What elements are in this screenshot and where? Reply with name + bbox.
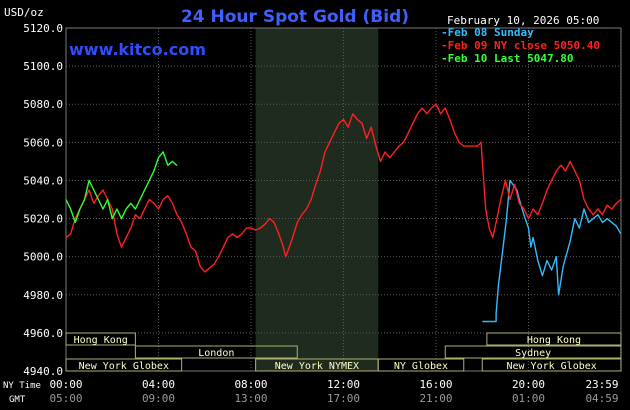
price-series: [65, 103, 622, 323]
x-tick-label-gmt: 13:00: [234, 392, 267, 405]
nymex-shaded-region: [255, 28, 379, 371]
x-tick-label-gmt: 21:00: [419, 392, 452, 405]
session-label: New York Globex: [79, 361, 169, 372]
y-tick-label: 5000.0: [23, 251, 63, 264]
x-tick-label-gmt: 17:00: [327, 392, 360, 405]
axes: 5120.0 5100.0 5080.0 5060.0 5040.0 5020.0 5000…: [23, 22, 618, 405]
session-box: [377, 358, 465, 372]
gmt-row-label: GMT: [9, 395, 26, 405]
y-tick-label: 5040.0: [23, 174, 63, 187]
legend-entry: -Feb 08 Sunday: [441, 26, 534, 39]
x-tick-label-gmt: 09:00: [142, 392, 175, 405]
session-box: [444, 345, 622, 359]
x-tick-label-gmt: 01:00: [512, 392, 545, 405]
session-label: Hong Kong: [527, 335, 581, 346]
y-tick-label: 4940.0: [23, 365, 63, 378]
market-sessions: Hong Kong Hong Kong London Sydney New York G…: [65, 332, 622, 372]
x-tick-label-ny: 12:00: [327, 378, 360, 391]
session-label: New York Globex: [506, 361, 596, 372]
session-label: New York NYMEX: [275, 361, 359, 372]
session-label: Sydney: [515, 348, 551, 359]
series-line-feb-09-ny-close-5050-40: [65, 103, 622, 273]
y-tick-label: 5020.0: [23, 213, 63, 226]
session-box: [65, 358, 183, 372]
y-tick-label: 5060.0: [23, 136, 63, 149]
legend: -Feb 08 Sunday-Feb 09 NY close 5050.40-F…: [441, 26, 600, 65]
legend-entry: -Feb 09 NY close 5050.40: [441, 39, 600, 52]
source-url: www.kitco.com: [69, 40, 206, 59]
session-box: [486, 332, 622, 346]
unit-label: USD/oz: [4, 6, 44, 19]
x-tick-label-ny: 08:00: [234, 378, 267, 391]
y-tick-label: 4960.0: [23, 327, 63, 340]
chart-title: 24 Hour Spot Gold (Bid): [181, 7, 409, 27]
session-box: [481, 358, 622, 372]
legend-entry: -Feb 10 Last 5047.80: [441, 52, 573, 65]
session-label: London: [198, 348, 234, 359]
x-tick-label-gmt: 05:00: [49, 392, 82, 405]
x-tick-label-gmt: 04:59: [585, 392, 618, 405]
session-label: NY Globex: [394, 361, 448, 372]
session-label: Hong Kong: [74, 335, 128, 346]
date-label: February 10, 2026 05:00: [447, 14, 599, 27]
y-tick-label: 4980.0: [23, 289, 63, 302]
series-line-feb-08-sunday: [482, 179, 622, 323]
x-tick-label-ny: 04:00: [142, 378, 175, 391]
ny-time-row-label: NY Time: [3, 381, 41, 391]
y-tick-label: 5080.0: [23, 98, 63, 111]
session-box: [134, 345, 298, 359]
series-line-feb-10-last-5047-80: [65, 151, 178, 224]
session-box: [65, 332, 136, 346]
x-tick-label-ny: 00:00: [49, 378, 82, 391]
y-tick-label: 5120.0: [23, 22, 63, 35]
x-tick-label-ny: 20:00: [512, 378, 545, 391]
y-tick-label: 5100.0: [23, 60, 63, 73]
x-tick-label-ny: 16:00: [419, 378, 452, 391]
x-tick-label-ny: 23:59: [585, 378, 618, 391]
